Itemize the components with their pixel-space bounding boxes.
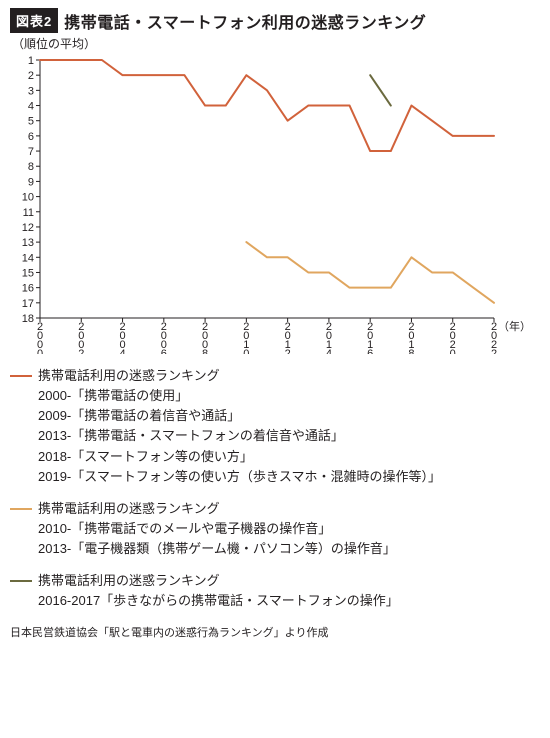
svg-text:12: 12 (22, 222, 34, 234)
svg-text:0: 0 (37, 348, 43, 354)
legend-block: 携帯電話利用の迷惑ランキング2016-2017「歩きながらの携帯電話・スマートフ… (10, 571, 540, 611)
chart-header: 図表2 携帯電話・スマートフォン利用の迷惑ランキング (10, 8, 540, 33)
legend-item: 2019-「スマートフォン等の使い方（歩きスマホ・混雑時の操作等）」 (38, 467, 540, 487)
source-note: 日本民営鉄道協会「駅と電車内の迷惑行為ランキング」より作成 (10, 624, 540, 640)
legend-item: 2013-「携帯電話・スマートフォンの着信音や通話」 (38, 426, 540, 446)
legend-swatch (10, 508, 32, 510)
legend-item: 2010-「携帯電話でのメールや電子機器の操作音」 (38, 519, 540, 539)
legend-title: 携帯電話利用の迷惑ランキング (38, 571, 220, 591)
svg-text:2: 2 (491, 348, 497, 354)
svg-text:2: 2 (28, 70, 34, 82)
line-chart: 1234567891011121314151617182000200220042… (10, 54, 540, 354)
figure-tag: 図表2 (10, 8, 58, 33)
svg-text:3: 3 (28, 85, 34, 97)
svg-text:14: 14 (22, 252, 34, 264)
svg-text:17: 17 (22, 298, 34, 310)
svg-text:0: 0 (450, 348, 456, 354)
legend-block: 携帯電話利用の迷惑ランキング2010-「携帯電話でのメールや電子機器の操作音」2… (10, 499, 540, 559)
svg-text:（年）: （年） (498, 319, 530, 333)
svg-text:6: 6 (367, 348, 373, 354)
svg-text:11: 11 (23, 207, 34, 219)
legend-swatch (10, 375, 32, 377)
legend-title: 携帯電話利用の迷惑ランキング (38, 499, 220, 519)
legend-item: 2000-「携帯電話の使用」 (38, 386, 540, 406)
legend-item: 2013-「電子機器類（携帯ゲーム機・パソコン等）の操作音」 (38, 539, 540, 559)
svg-text:1: 1 (28, 55, 34, 67)
svg-text:18: 18 (22, 313, 34, 325)
legend-item: 2016-2017「歩きながらの携帯電話・スマートフォンの操作」 (38, 591, 540, 611)
svg-text:10: 10 (22, 192, 34, 204)
svg-text:8: 8 (28, 161, 34, 173)
svg-text:6: 6 (28, 131, 34, 143)
legend-item: 2018-「スマートフォン等の使い方」 (38, 447, 540, 467)
chart-svg: 1234567891011121314151617182000200220042… (10, 54, 530, 354)
figure-title: 携帯電話・スマートフォン利用の迷惑ランキング (64, 9, 426, 33)
svg-text:4: 4 (119, 348, 125, 354)
legend: 携帯電話利用の迷惑ランキング2000-「携帯電話の使用」2009-「携帯電話の着… (10, 366, 540, 612)
legend-item: 2009-「携帯電話の着信音や通話」 (38, 406, 540, 426)
svg-text:15: 15 (22, 267, 34, 279)
svg-text:2: 2 (78, 348, 84, 354)
svg-text:7: 7 (28, 146, 34, 158)
svg-text:2: 2 (285, 348, 291, 354)
svg-text:13: 13 (22, 237, 34, 249)
legend-swatch (10, 580, 32, 582)
svg-text:0: 0 (243, 348, 249, 354)
svg-text:4: 4 (326, 348, 332, 354)
svg-text:16: 16 (22, 283, 34, 295)
legend-title: 携帯電話利用の迷惑ランキング (38, 366, 220, 386)
y-axis-label: （順位の平均） (12, 35, 540, 52)
legend-block: 携帯電話利用の迷惑ランキング2000-「携帯電話の使用」2009-「携帯電話の着… (10, 366, 540, 487)
svg-text:5: 5 (28, 116, 34, 128)
svg-text:6: 6 (161, 348, 167, 354)
svg-text:4: 4 (28, 101, 34, 113)
svg-text:9: 9 (28, 176, 34, 188)
svg-text:8: 8 (202, 348, 208, 354)
svg-text:8: 8 (408, 348, 414, 354)
